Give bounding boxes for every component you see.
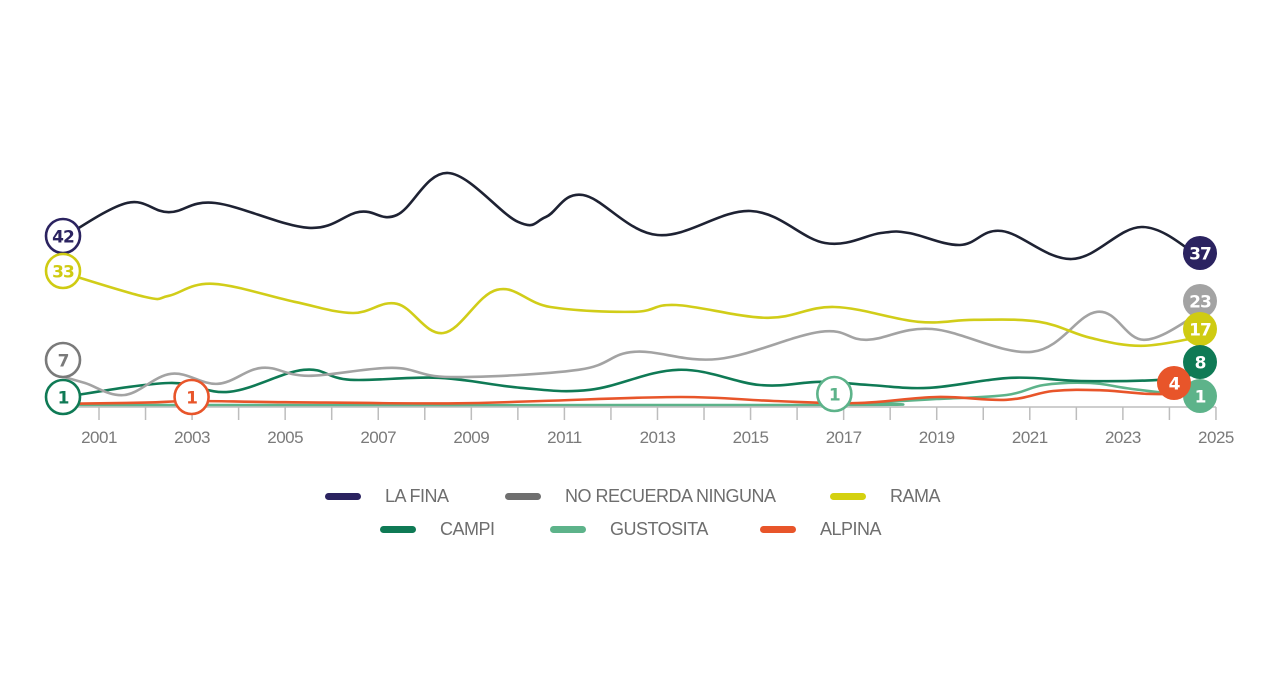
legend-label-no-recuerda-ninguna: NO RECUERDA NINGUNA [565, 485, 776, 506]
start-badge-alpina-circle [173, 378, 210, 416]
start-badge-no-recuerda-ninguna-value: 7 [58, 352, 69, 372]
legend-item-la-fina: LA FINA [325, 484, 449, 508]
x-tick-label: 2021 [1012, 428, 1048, 447]
legend-label-alpina: ALPINA [820, 518, 882, 539]
series-line-no-recuerda-ninguna [62, 310, 1201, 397]
legend-swatch-gustosita [550, 525, 586, 533]
series-lines [62, 171, 1201, 407]
series-line-alpina [62, 388, 1176, 406]
series-line-campi [62, 368, 1201, 399]
series-line-la-fina [62, 171, 1201, 261]
legend-item-alpina: ALPINA [760, 517, 882, 541]
end-badge-no-recuerda-ninguna-value: 23 [1189, 293, 1211, 313]
legend-label-gustosita: GUSTOSITA [610, 518, 708, 539]
end-badge-campi-value: 8 [1195, 354, 1206, 374]
line-chart: 2001 2003 2005 2007 2009 2011 2013 2015 2017 2019… [44, 171, 1234, 447]
end-badge-alpina-value: 4 [1169, 375, 1181, 395]
series-line-rama [62, 271, 1201, 348]
start-badge-gustosita-circle [816, 375, 853, 413]
x-tick-label: 2019 [919, 428, 955, 447]
legend-swatch-alpina [760, 525, 796, 533]
start-badge-la-fina-value: 42 [52, 228, 74, 248]
start-badge-la-fina: 42 [44, 217, 82, 255]
legend-item-campi: CAMPI [380, 517, 495, 541]
end-badge-rama: 17 [1183, 312, 1217, 346]
legend-swatch-la-fina [325, 492, 361, 500]
legend-item-rama: RAMA [830, 484, 941, 508]
end-badge-gustosita: 1 [1183, 379, 1217, 413]
end-badge-alpina-circle [1157, 366, 1191, 400]
series-line-gustosita [62, 381, 1201, 407]
end-badge-no-recuerda-ninguna-circle [1183, 284, 1217, 318]
legend-label-la-fina: LA FINA [385, 485, 449, 506]
end-badge-rama-circle [1183, 312, 1217, 346]
legend-swatch-campi [380, 525, 416, 533]
x-tick-label: 2005 [267, 428, 303, 447]
end-badge-alpina: 4 [1157, 366, 1191, 400]
x-tick-label: 2001 [81, 428, 117, 447]
end-badge-la-fina-circle [1183, 236, 1217, 270]
x-tick-label: 2003 [174, 428, 210, 447]
start-badge-campi-value: 1 [58, 389, 69, 409]
end-badge-la-fina: 37 [1183, 236, 1217, 270]
start-badge-alpina-value: 1 [186, 389, 197, 409]
x-axis-tick-labels: 2001 2003 2005 2007 2009 2011 2013 2015 2017 2019… [81, 428, 1234, 447]
x-axis-ticks [98, 407, 1217, 420]
x-tick-label: 2015 [733, 428, 769, 447]
end-badge-no-recuerda-ninguna: 23 [1183, 284, 1217, 318]
end-badge-la-fina-value: 37 [1189, 245, 1211, 265]
x-tick-label: 2009 [453, 428, 489, 447]
legend: LA FINA NO RECUERDA NINGUNA RAMA CAMPI G… [0, 480, 1280, 550]
x-tick-label: 2017 [826, 428, 862, 447]
x-tick-label: 2013 [640, 428, 676, 447]
start-badge-campi-circle [44, 378, 82, 416]
legend-label-campi: CAMPI [440, 518, 495, 539]
start-badge-campi: 1 [44, 378, 82, 416]
end-badge-campi-circle [1183, 345, 1217, 379]
end-badge-gustosita-circle [1183, 379, 1217, 413]
x-tick-label: 2007 [360, 428, 396, 447]
x-tick-label: 2025 [1198, 428, 1234, 447]
end-badge-gustosita-value: 1 [1195, 388, 1206, 408]
start-badge-rama: 33 [44, 252, 82, 290]
legend-item-gustosita: GUSTOSITA [550, 517, 708, 541]
end-badge-rama-value: 17 [1189, 321, 1211, 341]
start-badge-gustosita-value: 1 [829, 386, 840, 406]
x-tick-label: 2011 [547, 428, 582, 447]
legend-item-no-recuerda-ninguna: NO RECUERDA NINGUNA [505, 484, 776, 508]
end-badge-campi: 8 [1183, 345, 1217, 379]
legend-swatch-rama [830, 492, 866, 500]
start-badge-no-recuerda-ninguna: 7 [44, 341, 82, 379]
start-badge-rama-circle [44, 252, 82, 290]
start-badge-no-recuerda-ninguna-circle [44, 341, 82, 379]
legend-swatch-no-recuerda-ninguna [505, 492, 541, 500]
start-badge-gustosita: 1 [816, 375, 853, 413]
start-badge-alpina: 1 [173, 378, 210, 416]
start-badge-rama-value: 33 [52, 263, 74, 283]
x-tick-label: 2023 [1105, 428, 1141, 447]
legend-label-rama: RAMA [890, 485, 941, 506]
